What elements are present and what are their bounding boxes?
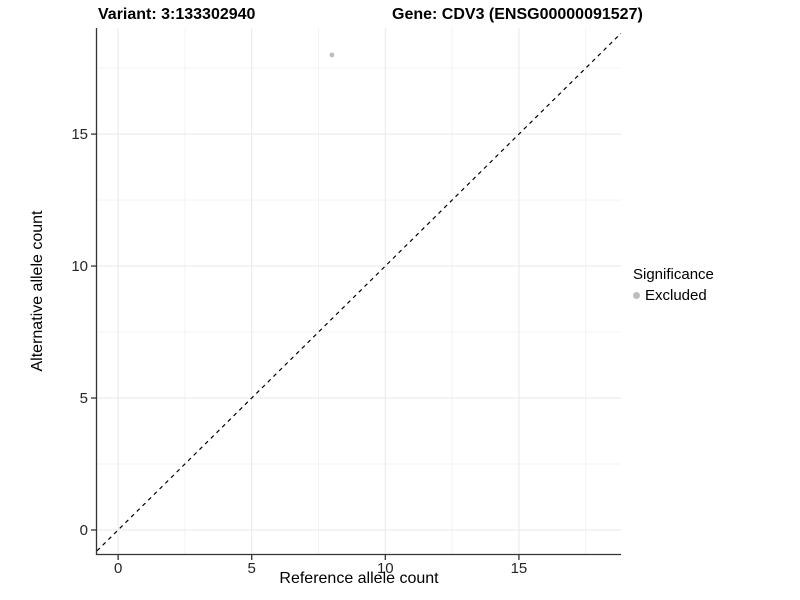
x-tick-label: 15 — [511, 560, 528, 577]
plot-title-gene: Gene: CDV3 (ENSG00000091527) — [392, 6, 643, 23]
y-tick-label: 15 — [71, 126, 88, 143]
legend-title: Significance — [633, 266, 714, 283]
y-tick-label: 10 — [71, 258, 88, 275]
legend: Significance Excluded — [633, 266, 714, 304]
x-tick-label: 0 — [114, 560, 122, 577]
x-axis-title: Reference allele count — [279, 570, 439, 587]
identity-dashed-line — [96, 32, 622, 552]
y-tick-label: 0 — [80, 522, 88, 539]
y-tick-label: 5 — [80, 390, 88, 407]
y-axis-title: Alternative allele count — [29, 210, 46, 372]
plot-title-variant: Variant: 3:133302940 — [98, 6, 256, 23]
data-point — [329, 52, 335, 58]
legend-item-label: Excluded — [645, 287, 707, 304]
legend-item-excluded: Excluded — [633, 287, 714, 304]
legend-point-icon — [633, 292, 640, 299]
x-tick-label: 5 — [248, 560, 256, 577]
x-tick-label: 10 — [377, 560, 394, 577]
